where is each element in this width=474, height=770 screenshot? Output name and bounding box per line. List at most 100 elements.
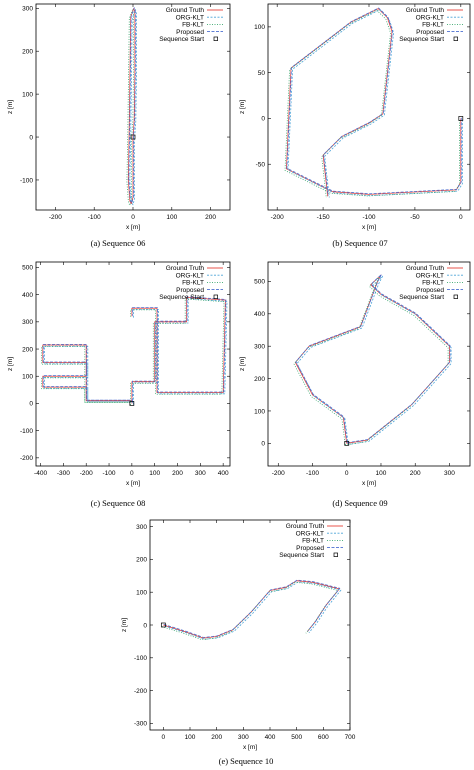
panel-caption: (d) Sequence 09 bbox=[332, 498, 387, 508]
legend-label-org-klt: ORG-KLT bbox=[296, 530, 324, 537]
y-tick-label: 400 bbox=[254, 311, 265, 318]
legend-label-org-klt: ORG-KLT bbox=[176, 14, 204, 21]
y-tick-label: 500 bbox=[22, 265, 33, 272]
sequence-start-marker bbox=[129, 401, 135, 406]
x-tick-label: -50 bbox=[410, 214, 420, 221]
y-tick-label: 100 bbox=[22, 374, 33, 381]
y-tick-label: 100 bbox=[254, 408, 265, 415]
series-line-fb-klt bbox=[41, 298, 225, 405]
x-axis-label: x [m] bbox=[126, 480, 140, 487]
y-tick-label: 100 bbox=[136, 589, 147, 596]
y-axis-label: z [m] bbox=[7, 100, 14, 114]
x-axis-label: x [m] bbox=[362, 480, 376, 487]
legend-swatch-start bbox=[213, 36, 218, 41]
legend-swatch-start bbox=[333, 552, 338, 557]
legend-label-sequence-start: Sequence Start bbox=[159, 36, 204, 43]
plot-frame bbox=[267, 261, 471, 467]
x-tick-label: 0 bbox=[345, 470, 349, 477]
y-axis-label: z [m] bbox=[121, 618, 128, 632]
panel-caption: (e) Sequence 10 bbox=[219, 756, 274, 766]
y-tick-label: -100 bbox=[20, 428, 33, 435]
x-tick-label: -100 bbox=[103, 470, 116, 477]
legend-label-sequence-start: Sequence Start bbox=[279, 552, 324, 559]
x-tick-label: 400 bbox=[265, 734, 276, 741]
x-tick-label: -100 bbox=[88, 214, 101, 221]
series-line-fb-klt bbox=[161, 581, 339, 641]
x-tick-label: 200 bbox=[410, 470, 421, 477]
x-tick-label: -150 bbox=[317, 214, 330, 221]
x-tick-label: -200 bbox=[272, 470, 285, 477]
series-line-org-klt bbox=[129, 9, 137, 206]
legend-label-org-klt: ORG-KLT bbox=[416, 272, 444, 279]
panel-sequence-08: -400 -300 -200 -100 0 100 200 300 400 -200 -100 0 10… bbox=[7, 261, 231, 508]
x-tick-label: -200 bbox=[80, 470, 93, 477]
legend-label-fb-klt: FB-KLT bbox=[182, 22, 204, 29]
series-line-ground-truth bbox=[163, 580, 340, 639]
legend-swatch-start bbox=[453, 36, 458, 41]
legend-label-proposed: Proposed bbox=[416, 287, 444, 294]
series-line-ground-truth bbox=[42, 296, 226, 404]
legend-label-proposed: Proposed bbox=[416, 29, 444, 36]
legend-label-fb-klt: FB-KLT bbox=[302, 538, 324, 545]
x-tick-label: 100 bbox=[166, 214, 177, 221]
legend-label-org-klt: ORG-KLT bbox=[176, 272, 204, 279]
y-tick-label: 100 bbox=[22, 91, 33, 98]
y-axis-label: z [m] bbox=[239, 357, 246, 371]
y-tick-label: 500 bbox=[254, 279, 265, 286]
x-tick-label: 0 bbox=[459, 214, 463, 221]
series-line-org-klt bbox=[296, 275, 452, 445]
legend-label-proposed: Proposed bbox=[296, 545, 324, 552]
panel-caption: (c) Sequence 08 bbox=[91, 498, 146, 508]
x-tick-label: 700 bbox=[345, 734, 356, 741]
series-line-proposed bbox=[163, 579, 341, 638]
x-tick-label: 500 bbox=[291, 734, 302, 741]
legend-label-sequence-start: Sequence Start bbox=[399, 36, 444, 43]
y-tick-label: 200 bbox=[136, 557, 147, 564]
series-line-proposed bbox=[295, 273, 451, 444]
y-tick-label: -300 bbox=[134, 721, 147, 728]
legend-label-ground-truth: Ground Truth bbox=[286, 523, 325, 530]
legend-label-ground-truth: Ground Truth bbox=[166, 7, 205, 14]
legend-label-org-klt: ORG-KLT bbox=[416, 14, 444, 21]
sequence-start-marker bbox=[130, 134, 136, 140]
series-line-proposed bbox=[128, 7, 136, 204]
legend-label-fb-klt: FB-KLT bbox=[422, 280, 444, 287]
y-tick-label: 300 bbox=[22, 319, 33, 326]
sequence-start-marker bbox=[344, 440, 350, 446]
legend-swatch-start bbox=[453, 294, 458, 299]
y-tick-label: -200 bbox=[134, 688, 147, 695]
x-tick-label: -100 bbox=[306, 470, 319, 477]
x-tick-label: 100 bbox=[149, 470, 160, 477]
x-tick-label: -200 bbox=[49, 214, 62, 221]
x-tick-label: 300 bbox=[238, 734, 249, 741]
y-tick-label: -50 bbox=[256, 162, 266, 169]
y-tick-label: 0 bbox=[29, 401, 33, 408]
x-tick-label: 300 bbox=[444, 470, 455, 477]
panel-caption: (a) Sequence 06 bbox=[91, 238, 146, 248]
x-tick-label: -200 bbox=[271, 214, 284, 221]
x-tick-label: 100 bbox=[185, 734, 196, 741]
series-line-ground-truth bbox=[127, 7, 136, 205]
y-tick-label: 0 bbox=[143, 622, 147, 629]
x-tick-label: -400 bbox=[34, 470, 47, 477]
sequence-start-marker bbox=[160, 622, 166, 628]
series-line-org-klt bbox=[164, 581, 342, 640]
y-axis-label: z [m] bbox=[7, 357, 14, 371]
series-line-fb-klt bbox=[126, 9, 134, 206]
y-tick-label: 50 bbox=[258, 70, 266, 77]
panel-sequence-07: -200 -150 -100 -50 0 -50 0 50 100 x [m] z [m] Groun… bbox=[239, 3, 471, 248]
y-tick-label: -100 bbox=[20, 177, 33, 184]
legend-label-proposed: Proposed bbox=[176, 287, 204, 294]
y-tick-label: -100 bbox=[134, 655, 147, 662]
x-tick-label: 0 bbox=[131, 214, 135, 221]
series-line-proposed bbox=[42, 296, 227, 403]
x-tick-label: -100 bbox=[362, 214, 375, 221]
x-axis-label: x [m] bbox=[243, 744, 257, 751]
series-line-fb-klt bbox=[293, 276, 449, 446]
x-tick-label: 200 bbox=[211, 734, 222, 741]
y-tick-label: 300 bbox=[254, 343, 265, 350]
x-axis-label: x [m] bbox=[362, 224, 376, 231]
panel-caption: (b) Sequence 07 bbox=[332, 238, 387, 248]
x-axis-label: x [m] bbox=[126, 224, 140, 231]
